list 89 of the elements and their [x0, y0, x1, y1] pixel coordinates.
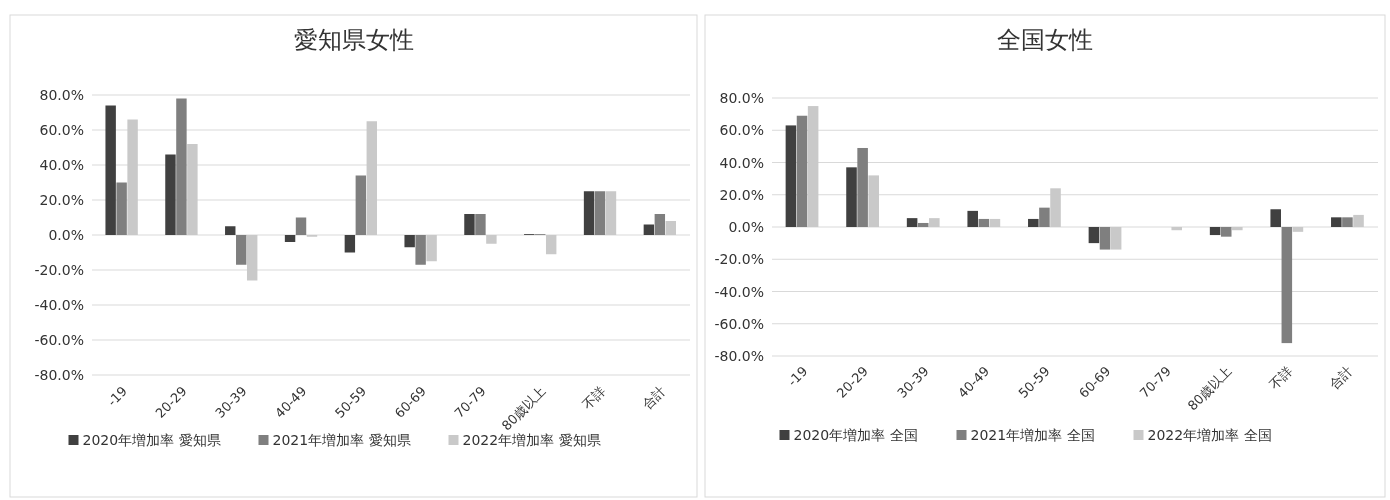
bar [1088, 227, 1100, 244]
bar [1292, 227, 1304, 232]
x-tick-label: 不詳 [1266, 363, 1296, 393]
y-tick-label: -20.0% [714, 251, 764, 268]
y-tick-label: 0.0% [728, 219, 764, 235]
chart-title: 愛知県女性 [293, 26, 414, 54]
y-tick-label: 40.0% [39, 157, 84, 173]
bar [116, 182, 127, 235]
y-tick-label: -40.0% [34, 297, 84, 313]
bar [1281, 227, 1293, 344]
bar [989, 218, 1001, 227]
bar [1331, 217, 1342, 227]
x-tick-label: -19 [784, 363, 811, 390]
y-tick-label: 80.0% [719, 90, 764, 106]
bar [105, 105, 116, 235]
y-tick-label: -20.0% [34, 262, 84, 278]
legend-label: 2021年増加率 愛知県 [272, 432, 411, 448]
y-tick-label: 40.0% [719, 154, 764, 171]
bar [665, 221, 676, 235]
y-tick-label: -60.0% [714, 315, 764, 332]
legend-label: 2020年増加率 全国 [793, 427, 918, 443]
bar [906, 218, 918, 227]
bar [1342, 217, 1353, 227]
bar [127, 119, 138, 235]
bar [225, 226, 236, 235]
bar [594, 191, 606, 235]
y-tick-label: 60.0% [39, 122, 84, 138]
bar [355, 175, 367, 235]
y-tick-label: 0.0% [48, 227, 84, 243]
y-tick-label: 80.0% [39, 87, 84, 103]
bar [1110, 227, 1122, 250]
bar [1099, 227, 1111, 250]
bar [246, 235, 258, 281]
bar [846, 167, 857, 227]
bar [366, 121, 377, 235]
bar [404, 235, 415, 248]
bar [643, 224, 655, 235]
bar [1220, 227, 1232, 237]
bar [868, 175, 880, 227]
bar [1353, 214, 1364, 227]
legend-label: 2022年増加率 全国 [1147, 427, 1272, 443]
x-tick-label: 合計 [639, 383, 669, 413]
bar [978, 218, 990, 227]
bar [284, 235, 296, 242]
bar [176, 98, 187, 235]
y-tick-label: -80.0% [34, 367, 84, 383]
legend-label: 2022年増加率 愛知県 [462, 432, 601, 448]
bar [295, 217, 307, 235]
bar [1171, 227, 1182, 231]
bar [475, 214, 486, 235]
bar [654, 214, 666, 235]
x-tick-label: -19 [104, 383, 131, 410]
bar [807, 106, 819, 227]
bar [165, 154, 176, 235]
bar [545, 235, 557, 255]
y-tick-label: -80.0% [714, 348, 764, 364]
x-tick-label: 不詳 [579, 383, 609, 413]
bar [785, 125, 797, 227]
bar [967, 210, 978, 227]
bar [1050, 188, 1061, 227]
bar [464, 214, 475, 235]
bar [1270, 209, 1281, 227]
y-tick-label: -40.0% [714, 283, 764, 300]
y-tick-label: -60.0% [34, 332, 84, 348]
bar [344, 235, 356, 253]
bar [1209, 227, 1221, 236]
y-tick-label: 20.0% [39, 192, 84, 208]
bar [929, 218, 940, 227]
y-tick-label: 60.0% [719, 122, 764, 139]
bar [796, 115, 808, 227]
chart-title: 全国女性 [997, 26, 1093, 54]
bar [1028, 218, 1039, 227]
x-tick-label: 合計 [1326, 363, 1356, 393]
y-tick-label: 20.0% [719, 186, 764, 203]
bar [187, 144, 198, 235]
bar [583, 191, 595, 235]
bar [1232, 227, 1243, 231]
bar [917, 222, 929, 227]
bar [486, 235, 497, 244]
x-tick-label: 80歳以上 [498, 383, 549, 434]
bar [415, 235, 426, 265]
bar [426, 235, 437, 262]
bar [1039, 207, 1050, 227]
legend-label: 2021年増加率 全国 [970, 427, 1095, 443]
bar [605, 191, 617, 235]
legend-label: 2020年増加率 愛知県 [82, 432, 221, 448]
bar [236, 235, 247, 265]
x-tick-label: 80歳以上 [1184, 363, 1235, 414]
bar [857, 147, 868, 227]
